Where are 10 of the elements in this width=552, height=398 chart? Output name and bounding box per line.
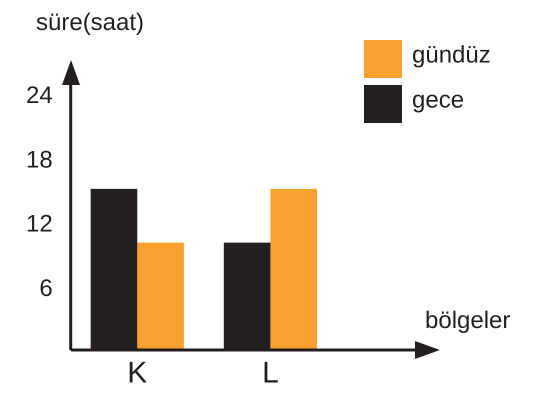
y-tick-label: 6 — [39, 275, 53, 302]
legend-label: gece — [412, 86, 464, 114]
y-tick-label: 18 — [26, 146, 53, 174]
x-axis-title: bölgeler — [425, 307, 510, 334]
y-axis-title: süre(saat) — [36, 9, 144, 36]
legend-label: gündüz — [412, 42, 491, 69]
y-tick-label: 24 — [26, 82, 53, 109]
x-tick-label: K — [127, 356, 148, 390]
y-tick-label: 12 — [26, 210, 53, 238]
x-tick-label: L — [262, 356, 279, 390]
